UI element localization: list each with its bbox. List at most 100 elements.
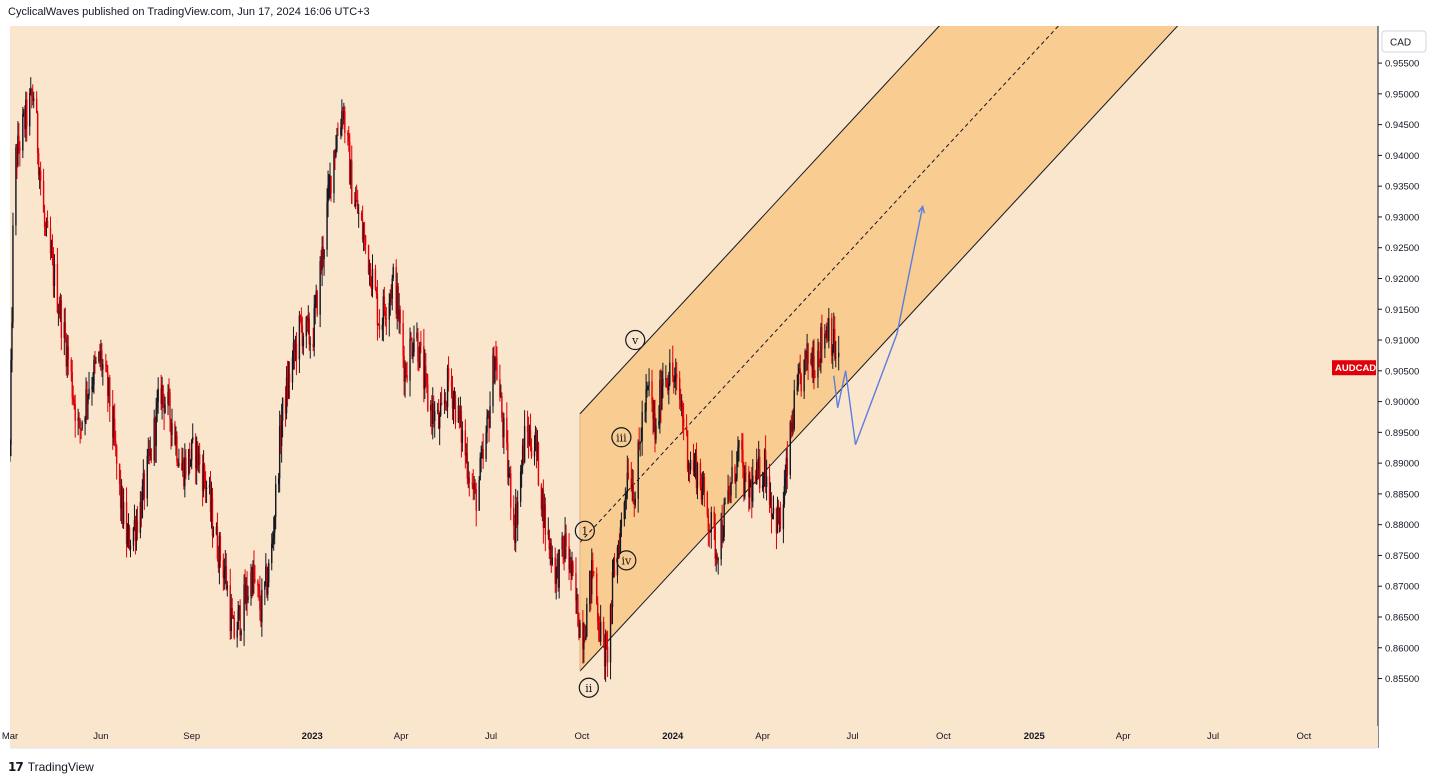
candle	[722, 525, 724, 544]
currency-badge[interactable]: CAD	[1381, 30, 1427, 53]
candle	[56, 247, 59, 314]
candle	[757, 459, 759, 480]
candle	[672, 345, 674, 383]
candle	[35, 91, 38, 114]
candle	[323, 249, 325, 276]
tradingview-footer[interactable]: 17 TradingView	[8, 758, 94, 776]
candle	[770, 492, 773, 534]
projection-path[interactable]	[833, 206, 924, 445]
candle	[833, 312, 835, 353]
candle	[653, 400, 655, 433]
candle	[301, 316, 304, 354]
candle	[209, 471, 212, 522]
candle	[599, 604, 602, 646]
candle	[792, 408, 794, 435]
candle	[286, 360, 289, 407]
candle	[330, 175, 332, 202]
candle	[336, 127, 338, 153]
candle	[32, 84, 34, 106]
candle	[699, 458, 702, 491]
candle	[461, 421, 464, 452]
wave-label[interactable]: ii	[578, 677, 599, 698]
wave-label[interactable]: 1	[574, 520, 595, 541]
candle	[479, 452, 481, 481]
price-axis[interactable]	[1378, 26, 1440, 748]
wave-label[interactable]: iii	[611, 427, 632, 448]
candle	[694, 449, 697, 480]
wave-label[interactable]: v	[625, 329, 646, 351]
candle	[572, 560, 574, 577]
candle	[190, 459, 192, 468]
time-tick-label: Mar	[2, 731, 18, 742]
candle	[10, 439, 11, 462]
candle	[202, 450, 205, 498]
price-tick-label: 0.91500	[1385, 305, 1419, 316]
candle	[475, 482, 477, 527]
candle	[264, 581, 266, 606]
candle	[761, 471, 764, 492]
candle	[341, 99, 343, 137]
candle	[66, 334, 68, 379]
candle	[87, 393, 89, 420]
candle	[540, 483, 543, 517]
candle	[569, 549, 571, 574]
candle	[284, 386, 287, 427]
candle	[191, 438, 193, 470]
candle	[156, 389, 158, 423]
channel-lower-line[interactable]	[579, 0, 1378, 672]
candle	[590, 570, 592, 611]
candle	[736, 451, 738, 482]
candle	[509, 467, 511, 479]
candle	[43, 204, 46, 236]
candle	[112, 390, 114, 450]
candle	[149, 436, 151, 461]
candle	[832, 344, 834, 369]
candle	[731, 450, 733, 484]
symbol-label: AUDCAD	[1335, 363, 1376, 374]
candle	[216, 512, 219, 562]
time-tick-label: Oct	[936, 731, 951, 742]
candle	[544, 497, 547, 552]
channel-upper-line[interactable]	[579, 0, 1378, 415]
candle	[12, 212, 14, 329]
price-tick-label: 0.88500	[1385, 489, 1419, 500]
time-axis[interactable]	[10, 726, 1378, 748]
candle	[406, 361, 408, 383]
candle	[755, 469, 757, 485]
candle	[204, 471, 207, 503]
candle	[181, 447, 183, 471]
candle	[170, 418, 172, 450]
candle	[382, 289, 385, 342]
candle	[576, 587, 578, 614]
candle	[355, 186, 357, 210]
candle	[409, 327, 411, 397]
candle	[474, 479, 476, 494]
candle	[443, 388, 446, 414]
candle	[665, 365, 667, 388]
candle	[805, 350, 807, 372]
candle	[176, 431, 178, 466]
candle	[374, 264, 377, 291]
candle	[831, 313, 833, 364]
candle	[50, 239, 53, 259]
candle	[825, 330, 827, 339]
wave-label[interactable]: iv	[616, 550, 637, 571]
candle	[644, 402, 646, 423]
candle	[18, 123, 20, 154]
candle	[645, 373, 647, 424]
candle	[513, 495, 515, 541]
candle	[820, 322, 822, 374]
candle	[686, 430, 689, 473]
candle	[707, 508, 710, 547]
candle	[395, 259, 397, 319]
price-tick-label: 0.87500	[1385, 551, 1419, 562]
candle	[315, 284, 317, 309]
candle	[208, 476, 211, 495]
price-tick-label: 0.95500	[1385, 59, 1419, 70]
candle	[71, 360, 73, 405]
candle	[198, 442, 201, 474]
time-tick-label: Apr	[394, 731, 409, 742]
candle	[549, 538, 551, 566]
candle	[411, 337, 413, 360]
